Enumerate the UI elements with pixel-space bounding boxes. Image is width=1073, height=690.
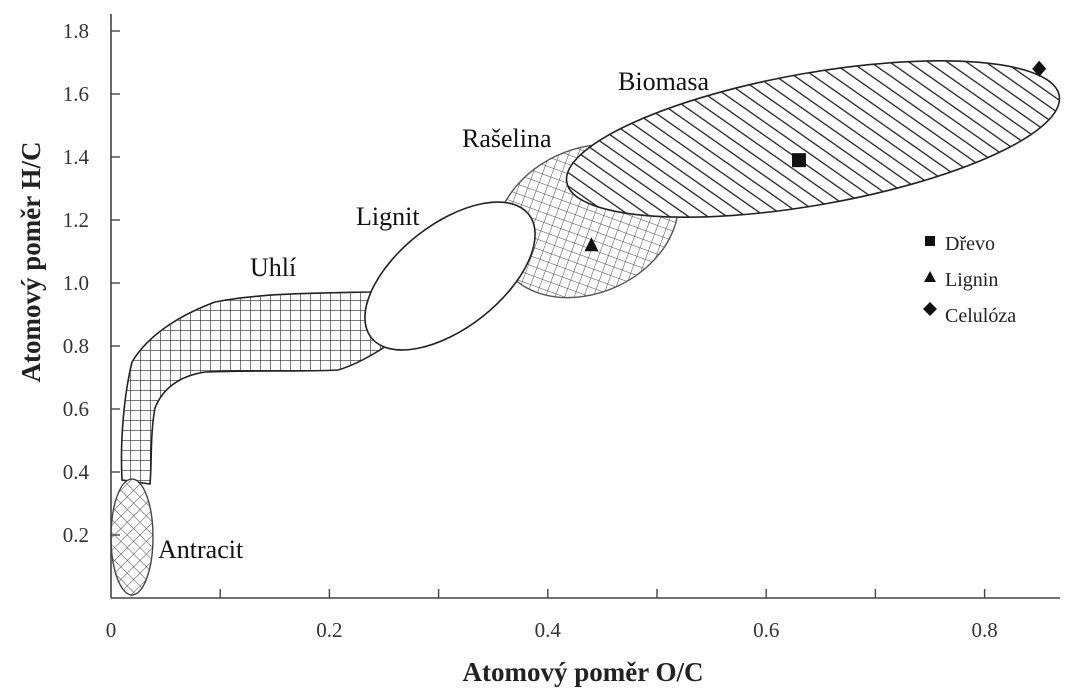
data-point-triangle	[584, 237, 599, 252]
x-axis-title: Atomový poměr O/C	[463, 657, 704, 687]
y-axis-title: Atomový poměr H/C	[16, 142, 46, 383]
data-point-square	[791, 153, 806, 168]
y-tick-label: 0.6	[63, 397, 89, 421]
x-tick-label: 0.6	[753, 618, 779, 642]
x-tick-label: 0.2	[316, 618, 342, 642]
y-tick-label: 0.2	[63, 523, 89, 547]
x-tick-label: 0.4	[535, 618, 562, 642]
region-labels: Biomasa Rašelina Lignit Uhlí Antracit	[158, 67, 709, 564]
region-antracit	[110, 478, 154, 596]
y-tick-label: 1.6	[63, 82, 89, 106]
legend-square-marker	[925, 236, 935, 246]
y-tick-label: 1.4	[63, 145, 90, 169]
axes: 0.2 0.4 0.6 0.8 1.0 1.2 1.4 1.6 1.8 0 0.2 0.4 0.6 0.…	[63, 14, 1060, 642]
y-tick-label: 1.8	[63, 19, 89, 43]
legend-label-lignin: Lignin	[945, 269, 998, 291]
data-point-diamond	[1032, 60, 1047, 77]
x-tick-label: 0.8	[971, 618, 997, 642]
region-lignit	[364, 201, 536, 351]
y-tick-label: 0.4	[63, 460, 90, 484]
legend-label-drevo: Dřevo	[945, 233, 995, 255]
label-raselina: Rašelina	[462, 124, 552, 153]
y-tick-label: 1.0	[63, 271, 89, 295]
legend-triangle-marker	[924, 271, 936, 282]
label-lignit: Lignit	[356, 202, 420, 231]
regions	[110, 60, 1061, 596]
legend-diamond-marker	[923, 302, 937, 316]
legend: Dřevo Lignin Celulóza	[923, 233, 1016, 327]
region-uhli	[120, 291, 399, 485]
y-tick-label: 1.2	[63, 208, 89, 232]
label-biomasa: Biomasa	[618, 67, 709, 96]
data-markers	[584, 60, 1047, 252]
legend-label-celuloza: Celulóza	[945, 305, 1016, 327]
label-uhli: Uhlí	[250, 253, 296, 282]
y-tick-label: 0.8	[63, 334, 89, 358]
label-antracit: Antracit	[158, 535, 244, 564]
x-tick-label: 0	[106, 618, 117, 642]
region-biomasa	[565, 60, 1061, 218]
